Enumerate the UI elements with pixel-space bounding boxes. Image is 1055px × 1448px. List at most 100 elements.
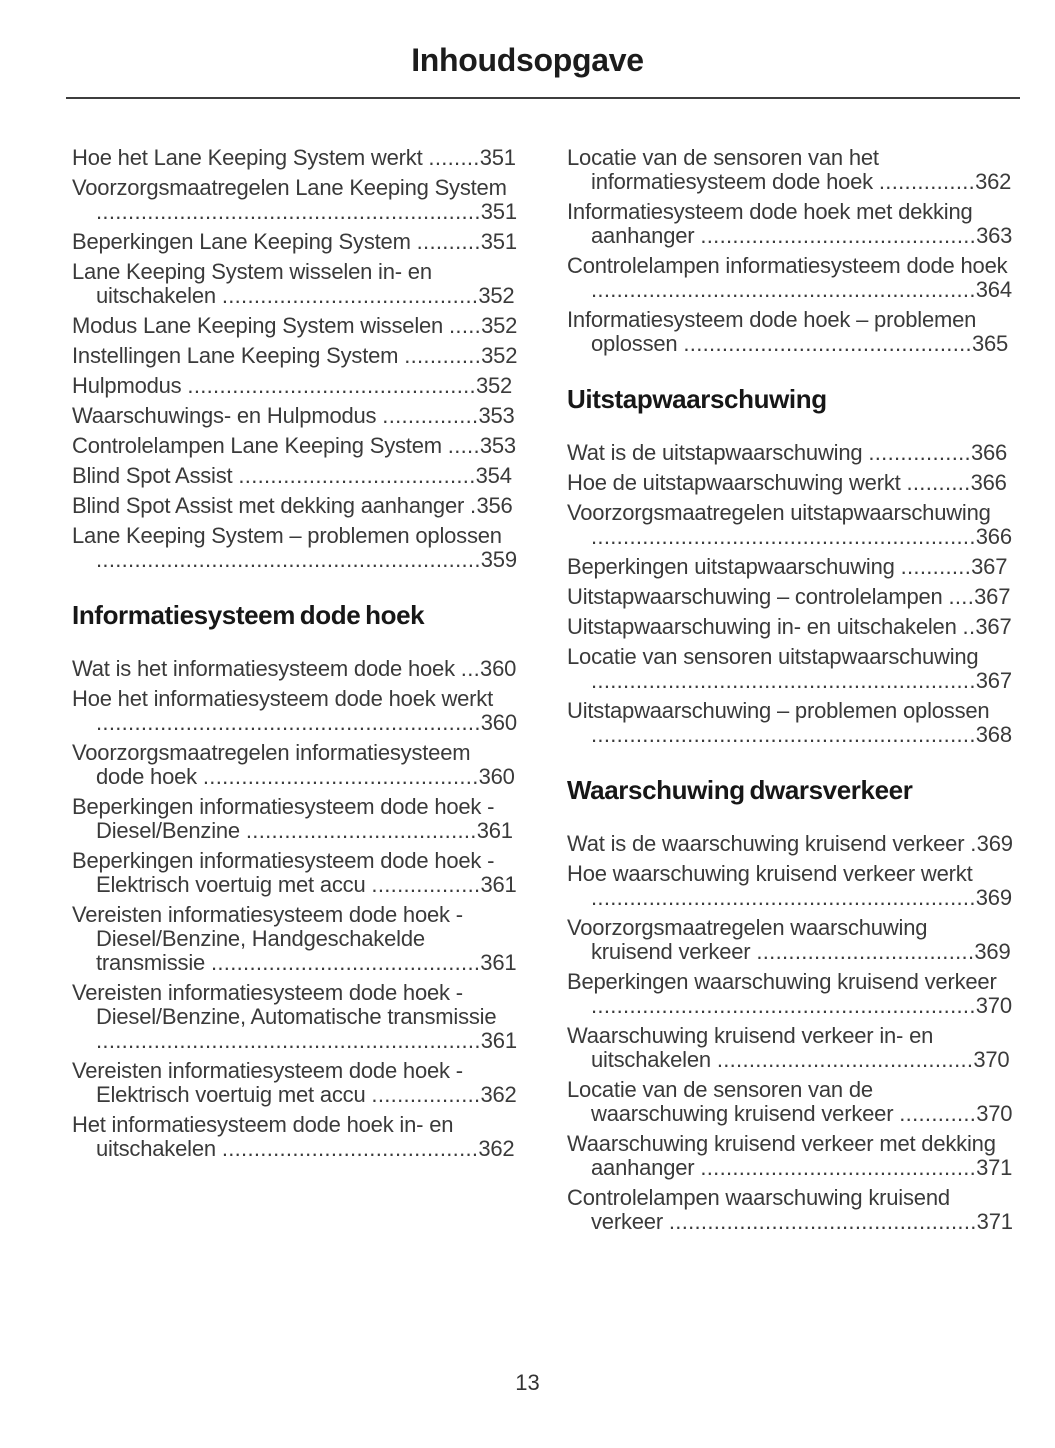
toc-entry[interactable]: Hoe waarschuwing kruisend verkeer werkt … (567, 862, 1013, 910)
toc-entry-page: 370 (975, 993, 1012, 1018)
dot-leader: ........................................… (591, 277, 976, 302)
toc-entry[interactable]: Hulpmodus ..............................… (72, 374, 518, 398)
toc-entry-title: Hoe het informatiesysteem dode hoek werk… (72, 686, 494, 711)
dot-leader: ..... (449, 313, 482, 338)
toc-entry[interactable]: Hoe het Lane Keeping System werkt ......… (72, 146, 518, 170)
dot-leader: .. (962, 614, 976, 639)
toc-entry-page: 365 (971, 331, 1009, 356)
toc-entry[interactable]: Instellingen Lane Keeping System .......… (72, 344, 518, 368)
dot-leader: ........................................ (221, 1136, 479, 1161)
toc-entry[interactable]: Wat is de uitstapwaarschuwing ..........… (567, 441, 1013, 465)
toc-entry-title: Beperkingen informatiesysteem dode hoek … (72, 794, 495, 843)
section-heading: Uitstapwaarschuwing (567, 384, 827, 414)
dot-leader: ..... (447, 433, 480, 458)
dot-leader: ........................................ (716, 1047, 974, 1072)
toc-entry[interactable]: Beperkingen Lane Keeping System ........… (72, 230, 518, 254)
toc-entry-title: Beperkingen uitstapwaarschuwing (567, 554, 901, 579)
toc-entry[interactable]: Vereisten informatiesysteem dode hoek - … (72, 903, 518, 975)
toc-entry-page: 367 (975, 668, 1012, 693)
dot-leader: ........................................… (187, 373, 476, 398)
toc-entry[interactable]: Informatiesysteem dode hoek – problemen … (567, 308, 1013, 356)
dot-leader: ........................................… (96, 199, 481, 224)
toc-entry[interactable]: Voorzorgsmaatregelen waarschuwing kruise… (567, 916, 1013, 964)
toc-entry[interactable]: Waarschuwing kruisend verkeer in- en uit… (567, 1024, 1013, 1072)
toc-entry-title: Hulpmodus (72, 373, 188, 398)
toc-entry[interactable]: Beperkingen waarschuwing kruisend verkee… (567, 970, 1013, 1018)
dot-leader: ................. (371, 872, 481, 897)
toc-entry[interactable]: Voorzorgsmaatregelen uitstapwaarschuwing… (567, 501, 1013, 549)
dot-leader: .......... (416, 229, 481, 254)
toc-entry[interactable]: Beperkingen uitstapwaarschuwing ........… (567, 555, 1013, 579)
dot-leader: ................. (371, 1082, 481, 1107)
toc-entry-title: Blind Spot Assist met dekking aanhanger (72, 493, 471, 518)
toc-entry-page: 361 (480, 950, 517, 975)
toc-entry-page: 352 (475, 373, 513, 398)
toc-entry[interactable]: Uitstapwaarschuwing in- en uitschakelen … (567, 615, 1013, 639)
dot-leader: ............ (404, 343, 482, 368)
toc-entry[interactable]: Beperkingen informatiesysteem dode hoek … (72, 795, 518, 843)
toc-entry-title: Het informatiesysteem dode hoek in- en u… (72, 1112, 454, 1161)
toc-entry-page: 370 (973, 1047, 1010, 1072)
toc-entry[interactable]: Controlelampen waarschuwing kruisend ver… (567, 1186, 1013, 1234)
toc-entry[interactable]: Voorzorgsmaatregelen informatiesysteem d… (72, 741, 518, 789)
toc-entry[interactable]: Locatie van de sensoren van het informat… (567, 146, 1013, 194)
toc-entry-title: Vereisten informatiesysteem dode hoek - … (72, 902, 463, 975)
toc-entry[interactable]: Blind Spot Assist ......................… (72, 464, 518, 488)
toc-entry-page: 371 (976, 1155, 1013, 1180)
toc-entry-page: 366 (970, 440, 1008, 465)
toc-entry[interactable]: Lane Keeping System – problemen oplossen… (72, 524, 518, 572)
toc-entry-page: 361 (480, 1028, 517, 1053)
dot-leader: ........................................… (700, 223, 977, 248)
toc-entry[interactable]: Voorzorgsmaatregelen Lane Keeping System… (72, 176, 518, 224)
dot-leader: .... (948, 584, 975, 609)
toc-entry[interactable]: Uitstapwaarschuwing – controlelampen ...… (567, 585, 1013, 609)
toc-entry[interactable]: Hoe het informatiesysteem dode hoek werk… (72, 687, 518, 735)
toc-entry-page: 351 (479, 145, 516, 170)
toc-entry-title: Wat is de uitstapwaarschuwing (567, 440, 869, 465)
toc-entry[interactable]: Locatie van sensoren uitstapwaarschuwing… (567, 645, 1013, 693)
dot-leader: ........................................… (591, 885, 976, 910)
toc-entry[interactable]: Lane Keeping System wisselen in- en uits… (72, 260, 518, 308)
dot-leader: ................ (868, 440, 971, 465)
toc-entry[interactable]: Informatiesysteem dode hoek met dekking … (567, 200, 1013, 248)
toc-entry-title: Informatiesysteem dode hoek – problemen … (567, 307, 977, 356)
toc-entry[interactable]: Locatie van de sensoren van de waarschuw… (567, 1078, 1013, 1126)
toc-entry[interactable]: Hoe de uitstapwaarschuwing werkt .......… (567, 471, 1013, 495)
toc-entry-page: 368 (975, 722, 1012, 747)
toc-entry[interactable]: Wat is de waarschuwing kruisend verkeer … (567, 832, 1013, 856)
toc-entry-page: 352 (481, 313, 518, 338)
toc-entry-title: Uitstapwaarschuwing – controlelampen (567, 584, 949, 609)
dot-leader: ............... (878, 169, 976, 194)
toc-entry[interactable]: Waarschuwings- en Hulpmodus ............… (72, 404, 518, 428)
toc-entry[interactable]: Wat is het informatiesysteem dode hoek .… (72, 657, 518, 681)
toc-entry-page: 359 (480, 547, 517, 572)
toc-entry[interactable]: Het informatiesysteem dode hoek in- en u… (72, 1113, 518, 1161)
toc-entry-title: Waarschuwing kruisend verkeer met dekkin… (567, 1131, 996, 1180)
toc-entry[interactable]: Controlelampen Lane Keeping System .....… (72, 434, 518, 458)
dot-leader: ........................................… (591, 722, 976, 747)
section-heading: Waarschuwing dwarsverkeer (567, 775, 913, 805)
dot-leader: ............... (382, 403, 479, 428)
toc-entry[interactable]: Modus Lane Keeping System wisselen .....… (72, 314, 518, 338)
toc-entry-title: Vereisten informatiesysteem dode hoek - … (72, 980, 497, 1029)
dot-leader: ........................................ (221, 283, 479, 308)
page-number: 13 (515, 1370, 540, 1395)
toc-entry[interactable]: Controlelampen informatiesysteem dode ho… (567, 254, 1013, 302)
dot-leader: ........................................… (683, 331, 972, 356)
dot-leader: .................................... (245, 818, 477, 843)
dot-leader: ..................................... (238, 463, 476, 488)
dot-leader: ........................................… (700, 1155, 977, 1180)
page-footer: 13 (0, 1370, 1055, 1396)
toc-entry-page: 351 (480, 229, 517, 254)
toc-entry[interactable]: Waarschuwing kruisend verkeer met dekkin… (567, 1132, 1013, 1180)
dot-leader: ... (460, 656, 481, 681)
toc-entry[interactable]: Vereisten informatiesysteem dode hoek - … (72, 981, 518, 1053)
toc-entry-title: Waarschuwing kruisend verkeer in- en uit… (567, 1023, 934, 1072)
toc-entry[interactable]: Beperkingen informatiesysteem dode hoek … (72, 849, 518, 897)
toc-entry[interactable]: Vereisten informatiesysteem dode hoek - … (72, 1059, 518, 1107)
toc-entry-page: 362 (975, 169, 1012, 194)
toc-entry[interactable]: Uitstapwaarschuwing – problemen oplossen… (567, 699, 1013, 747)
dot-leader: ........................................… (668, 1209, 977, 1234)
page-header: Inhoudsopgave (0, 0, 1055, 99)
toc-entry[interactable]: Blind Spot Assist met dekking aanhanger … (72, 494, 518, 518)
